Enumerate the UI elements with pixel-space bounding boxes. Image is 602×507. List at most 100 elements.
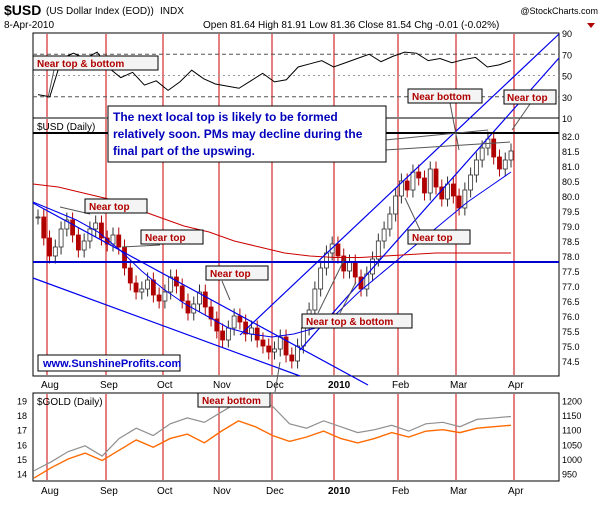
price-tick-label: 74.5 <box>562 357 580 367</box>
price-candle <box>179 285 185 302</box>
gold-tick-left: 15 <box>17 455 27 465</box>
change-down-icon <box>587 23 595 28</box>
callout-near-top-4: Near top <box>412 233 453 244</box>
gold-tick-left: 17 <box>17 426 27 436</box>
callout-pointer <box>317 257 346 314</box>
price-candle <box>422 177 427 194</box>
callout-pointer <box>339 281 357 314</box>
gold-tick-left: 16 <box>17 440 27 450</box>
price-tick-label: 76.0 <box>562 312 580 322</box>
gold-tick-right: 1100 <box>562 426 581 436</box>
price-candle <box>289 354 295 362</box>
price-candle <box>220 330 225 341</box>
price-tick-label: 76.5 <box>562 297 580 307</box>
month-label: Oct <box>157 380 173 391</box>
callout-pointer <box>221 280 231 301</box>
month-label: Feb <box>392 380 410 391</box>
price-tick-label: 75.0 <box>562 342 580 352</box>
month-label: Nov <box>213 486 231 497</box>
rsi-tick-label: 30 <box>562 93 572 103</box>
callout-box <box>205 265 269 281</box>
callout-pointer <box>511 103 531 131</box>
brand-label: @StockCharts.com <box>520 6 598 16</box>
watermark-link[interactable]: www.SunshineProfits.com <box>42 358 182 370</box>
price-tick-label: 81.0 <box>562 162 580 172</box>
rsi-plot <box>33 51 559 98</box>
price-tick-label: 75.5 <box>562 327 580 337</box>
gold-tick-right: 1200 <box>562 396 582 406</box>
price-tick-label: 80.5 <box>562 177 580 187</box>
price-tick-label: 80.0 <box>562 192 580 202</box>
price-tick-label: 78.0 <box>562 252 580 262</box>
month-label: Nov <box>213 380 231 391</box>
callout-pointer <box>47 69 55 99</box>
price-candle <box>208 306 214 320</box>
price-candle <box>225 327 231 341</box>
price-candle <box>260 339 266 347</box>
price-tick-label: 81.5 <box>562 147 580 157</box>
price-candle <box>462 189 468 209</box>
gold-axis: 19 18 17 16 15 14 1200 1150 1100 1050 1000 950 <box>17 396 582 479</box>
callout-pointer <box>449 102 460 151</box>
price-candle <box>410 171 416 191</box>
price-candle <box>456 195 462 209</box>
price-candle <box>473 159 479 176</box>
gold-tick-left: 14 <box>17 470 27 480</box>
price-candle <box>399 180 404 197</box>
price-candle <box>99 222 104 239</box>
price-candle <box>93 222 99 230</box>
price-candle <box>122 246 127 269</box>
price-candle <box>497 156 502 170</box>
price-candle <box>237 315 243 323</box>
gold-tick-right: 950 <box>562 470 577 480</box>
callout-near-top-1: Near top <box>89 202 130 213</box>
price-candle <box>393 195 399 215</box>
price-candle <box>64 219 70 230</box>
analysis-note-box <box>107 105 387 163</box>
price-candle <box>162 291 168 302</box>
price-candle <box>116 234 122 248</box>
price-candle <box>381 228 387 242</box>
price-candle <box>433 168 439 188</box>
price-tick-label: 77.5 <box>562 267 580 277</box>
price-tick-label: 82.0 <box>562 132 580 142</box>
gold-plot <box>33 398 512 479</box>
price-candle <box>139 288 145 293</box>
callout-pointer <box>121 244 161 248</box>
price-candle <box>387 213 393 230</box>
price-candle <box>145 279 150 290</box>
price-candle <box>35 216 41 219</box>
price-candle <box>341 255 347 272</box>
price-candle <box>150 279 156 296</box>
price-tick-label: 79.0 <box>562 222 580 232</box>
month-label: Sep <box>100 380 118 391</box>
rsi-line <box>37 51 512 98</box>
price-candle <box>318 267 324 290</box>
price-candle <box>508 150 514 161</box>
falling-trendline-upper <box>32 202 369 386</box>
month-label: Apr <box>508 486 524 497</box>
rising-trendline-lower <box>299 57 560 351</box>
month-label: Sep <box>100 486 118 497</box>
chart-date: 8-Apr-2010 <box>4 20 54 31</box>
month-label: Feb <box>392 486 410 497</box>
analysis-note: The next local top is likely to be forme… <box>113 110 362 158</box>
month-label: Mar <box>450 486 468 497</box>
price-tick-label: 77.0 <box>562 282 580 292</box>
price-tick-label: 78.5 <box>562 237 580 247</box>
price-candle <box>58 228 64 248</box>
price-candle <box>312 288 318 311</box>
rsi-tick-label: 50 <box>562 72 572 82</box>
price-candle <box>375 240 381 260</box>
price-axis: 82.0 81.5 81.0 80.5 80.0 79.5 79.0 78.5 78.0 77.5… <box>562 132 580 367</box>
price-panel-title: $USD (Daily) <box>37 122 95 133</box>
callout-near-top-5: Near top <box>507 93 548 104</box>
month-label: Dec <box>266 486 284 497</box>
callout-box <box>301 313 413 329</box>
price-candle <box>41 216 47 239</box>
price-candle <box>266 345 272 353</box>
callout-near-top-3: Near top <box>210 269 251 280</box>
chart-stats: Open 81.64 High 81.91 Low 81.36 Close 81… <box>203 20 499 31</box>
price-candle <box>272 348 277 353</box>
